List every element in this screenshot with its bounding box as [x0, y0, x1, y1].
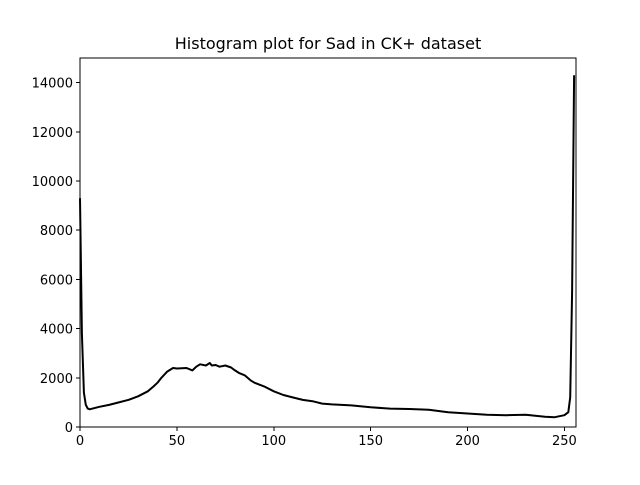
x-tick-label: 200 — [455, 434, 480, 449]
x-tick-label: 0 — [76, 434, 84, 449]
histogram-line — [79, 75, 576, 419]
y-tick-label: 2000 — [40, 372, 73, 387]
chart-title: Histogram plot for Sad in CK+ dataset — [175, 34, 481, 53]
y-tick-label: 14000 — [32, 77, 73, 92]
x-tick-label: 250 — [552, 434, 577, 449]
y-tick-label: 8000 — [40, 224, 73, 239]
x-tick-label: 150 — [358, 434, 383, 449]
y-tick-label: 4000 — [40, 323, 73, 338]
y-tick-label: 0 — [65, 421, 73, 436]
x-tick-label: 50 — [169, 434, 186, 449]
axes-frame — [79, 57, 577, 428]
y-tick-label: 10000 — [32, 175, 73, 190]
y-tick-label: 12000 — [32, 126, 73, 141]
y-tick-label: 6000 — [40, 273, 73, 288]
axis-ticks: 0 50 100 150 200 250 0 2000 4000 6000 8000 10000 120… — [32, 77, 577, 449]
x-tick-label: 100 — [261, 434, 286, 449]
